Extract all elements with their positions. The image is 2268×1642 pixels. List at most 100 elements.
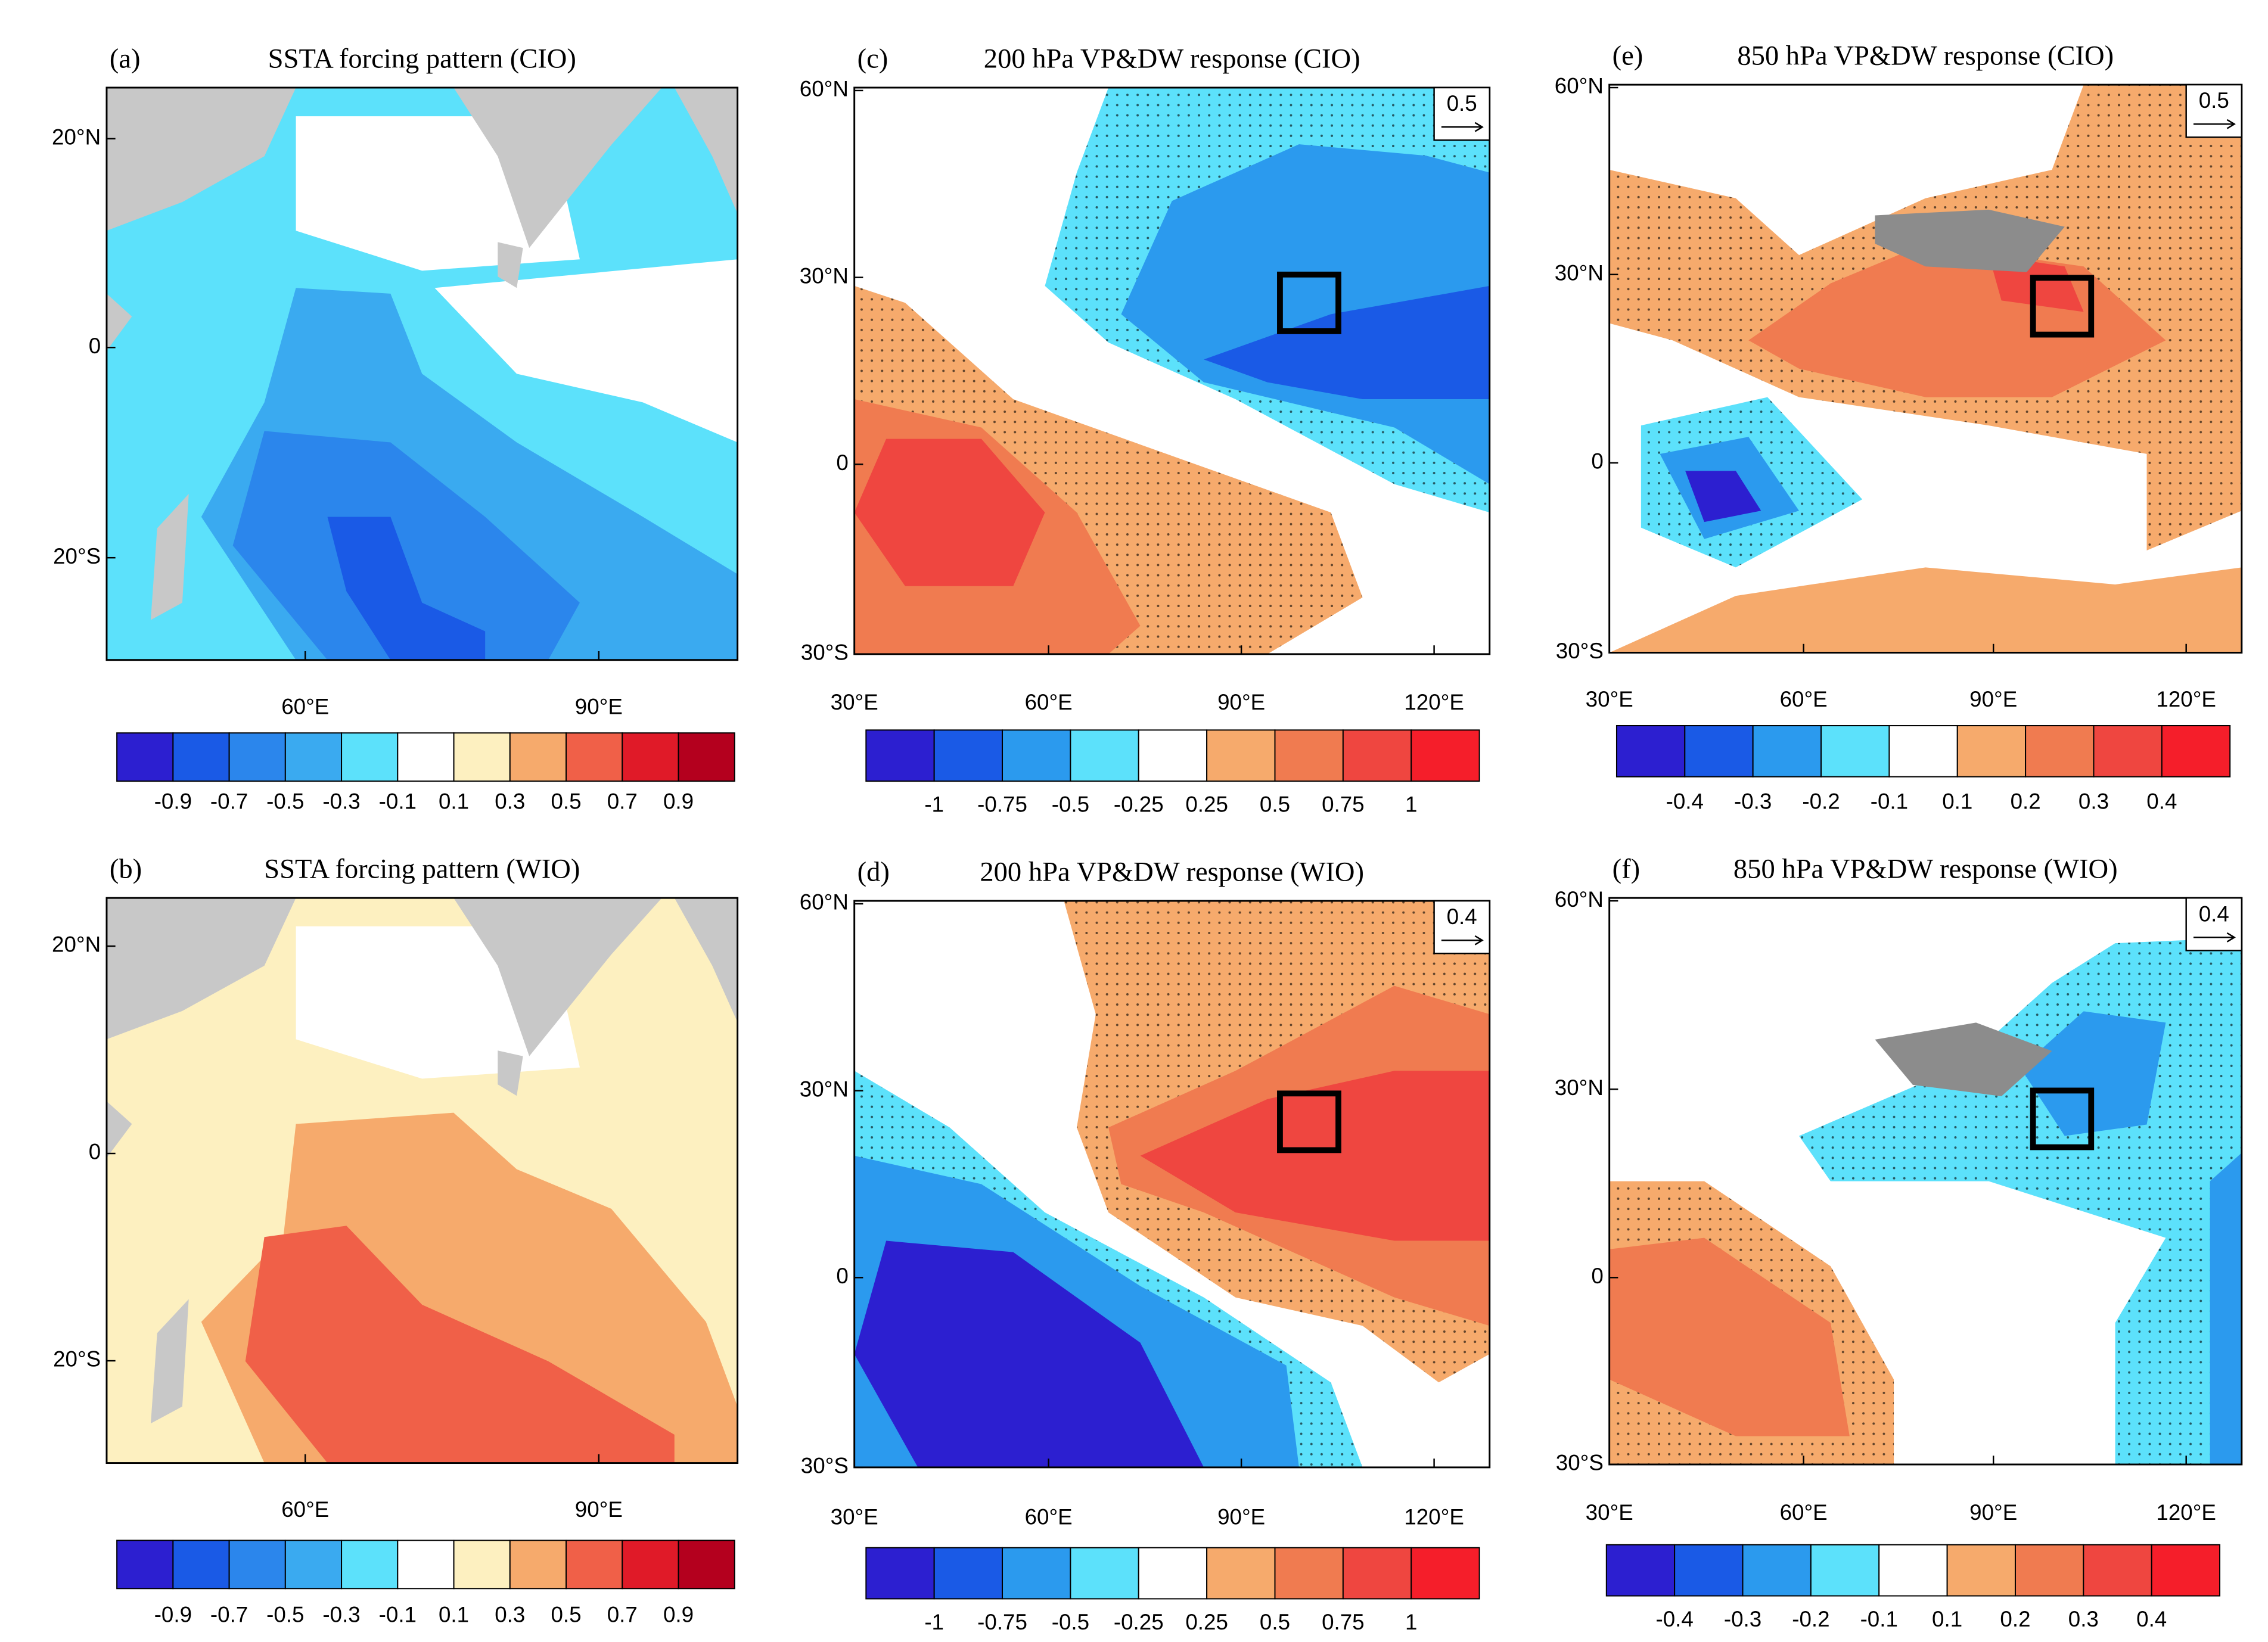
colorbar-segment bbox=[1070, 1547, 1139, 1600]
y-tick-label: 30°N bbox=[1555, 260, 1604, 285]
contour-region bbox=[1875, 209, 2065, 272]
contour-region bbox=[327, 517, 486, 660]
panel-label: (b) bbox=[110, 854, 142, 885]
colorbar-segment bbox=[933, 729, 1003, 782]
colorbar-segment bbox=[284, 732, 343, 782]
x-tick-label: 60°E bbox=[1780, 1500, 1828, 1525]
y-tick-label: 20°S bbox=[53, 544, 101, 568]
colorbar-label: -0.1 bbox=[379, 1603, 417, 1627]
y-tick-label: 60°N bbox=[800, 890, 849, 915]
colorbar-segment bbox=[341, 732, 399, 782]
colorbar-label: 0.25 bbox=[1185, 792, 1228, 816]
colorbar-segment bbox=[1674, 1544, 1744, 1597]
panel-label: (a) bbox=[110, 44, 141, 74]
panel-label: (d) bbox=[858, 857, 890, 888]
contour-region bbox=[2020, 1011, 2166, 1136]
colorbar-segment bbox=[566, 1540, 623, 1590]
colorbar-segment bbox=[1002, 1547, 1071, 1600]
colorbar-label: 0.7 bbox=[607, 1603, 638, 1627]
x-tick-label: 60°E bbox=[1025, 690, 1073, 714]
reference-vector-box bbox=[1433, 900, 1490, 954]
y-tick-label: 60°N bbox=[800, 77, 849, 101]
colorbar-segment bbox=[1752, 724, 1822, 778]
y-tick-label: 0 bbox=[1591, 1264, 1603, 1288]
colorbar-segment bbox=[509, 1540, 567, 1590]
colorbar-label: 0.5 bbox=[1260, 792, 1290, 816]
contour-region bbox=[453, 88, 662, 248]
x-tick-label: 120°E bbox=[1404, 690, 1464, 714]
y-tick-label: 30°S bbox=[1556, 639, 1604, 663]
colorbar-segment bbox=[397, 1540, 455, 1590]
colorbar-segment bbox=[509, 732, 567, 782]
colorbar-label: 0.7 bbox=[607, 789, 638, 814]
colorbar-label: -0.1 bbox=[379, 789, 417, 814]
colorbar-label: 0.3 bbox=[2068, 1607, 2099, 1631]
colorbar-label: 0.2 bbox=[2000, 1607, 2030, 1631]
colorbar-label: 0.3 bbox=[2079, 789, 2109, 814]
x-tick-label: 30°E bbox=[1586, 1500, 1633, 1525]
y-tick-label: 30°N bbox=[1555, 1075, 1604, 1100]
map-panel bbox=[1608, 897, 2243, 1466]
contour-region bbox=[1609, 1237, 1850, 1436]
colorbar-segment bbox=[1820, 724, 1890, 778]
reference-vector-label: 0.4 bbox=[2199, 901, 2229, 926]
colorbar-segment bbox=[2161, 724, 2231, 778]
colorbar-segment bbox=[228, 732, 286, 782]
colorbar-segment bbox=[1810, 1544, 1880, 1597]
colorbar-segment bbox=[622, 1540, 679, 1590]
colorbar-label: 0.75 bbox=[1322, 1610, 1365, 1634]
y-tick-label: 0 bbox=[89, 1140, 101, 1164]
colorbar-label: -0.5 bbox=[1052, 1610, 1089, 1634]
colorbar-label: -0.5 bbox=[1052, 792, 1089, 816]
y-tick-label: 30°N bbox=[800, 263, 849, 288]
colorbar-label: -0.3 bbox=[1724, 1607, 1761, 1631]
colorbar-label: -0.3 bbox=[322, 1603, 360, 1627]
colorbar-segment bbox=[172, 1540, 230, 1590]
target-box bbox=[2030, 1087, 2095, 1150]
y-tick-label: 60°N bbox=[1555, 74, 1604, 98]
contour-region bbox=[674, 898, 738, 1022]
x-tick-label: 60°E bbox=[1025, 1504, 1073, 1529]
panel-title: 850 hPa VP&DW response (WIO) bbox=[1733, 854, 2118, 885]
colorbar-label: 0.5 bbox=[551, 1603, 581, 1627]
colorbar-label: 0.5 bbox=[551, 789, 581, 814]
map-frame bbox=[853, 86, 1491, 655]
colorbar-label: 0.2 bbox=[2011, 789, 2041, 814]
colorbar-segment bbox=[566, 732, 623, 782]
colorbar-label: 0.1 bbox=[439, 1603, 469, 1627]
y-tick-label: 0 bbox=[89, 334, 101, 358]
colorbar-segment bbox=[1274, 1547, 1344, 1600]
colorbar-segment bbox=[453, 1540, 511, 1590]
colorbar-label: -0.1 bbox=[1860, 1607, 1898, 1631]
y-tick-label: 0 bbox=[1591, 449, 1603, 474]
x-tick-label: 90°E bbox=[1217, 690, 1265, 714]
colorbar-segment bbox=[1206, 729, 1276, 782]
colorbar-segment bbox=[1605, 1544, 1676, 1597]
x-tick-label: 60°E bbox=[1780, 687, 1828, 711]
colorbar-label: -0.25 bbox=[1114, 1610, 1164, 1634]
reference-vector-label: 0.5 bbox=[2199, 88, 2229, 113]
map-frame bbox=[1608, 83, 2243, 654]
reference-vector-label: 0.4 bbox=[1447, 904, 1477, 929]
target-box bbox=[1277, 1090, 1341, 1153]
contour-region bbox=[106, 293, 132, 351]
contour-region bbox=[2210, 1153, 2242, 1465]
contour-region bbox=[1140, 1071, 1490, 1241]
colorbar-label: 0.4 bbox=[2146, 789, 2177, 814]
contour-region bbox=[1609, 567, 2242, 653]
y-tick-label: 30°S bbox=[801, 640, 849, 665]
panel-title: SSTA forcing pattern (WIO) bbox=[264, 854, 580, 885]
x-tick-label: 120°E bbox=[2156, 1500, 2216, 1525]
colorbar-segment bbox=[678, 732, 735, 782]
panel-title: 200 hPa VP&DW response (WIO) bbox=[980, 857, 1364, 888]
y-tick-label: 30°S bbox=[801, 1454, 849, 1478]
contour-region bbox=[106, 1101, 132, 1158]
contour-region bbox=[854, 1240, 1204, 1467]
reference-vector-box bbox=[1433, 86, 1490, 141]
colorbar-label: 0.9 bbox=[663, 1603, 694, 1627]
colorbar-label: -0.1 bbox=[1871, 789, 1908, 814]
contour-region bbox=[854, 439, 1045, 586]
map-panel bbox=[105, 86, 739, 661]
colorbar-segment bbox=[2014, 1544, 2084, 1597]
y-tick-label: 20°S bbox=[53, 1347, 101, 1372]
